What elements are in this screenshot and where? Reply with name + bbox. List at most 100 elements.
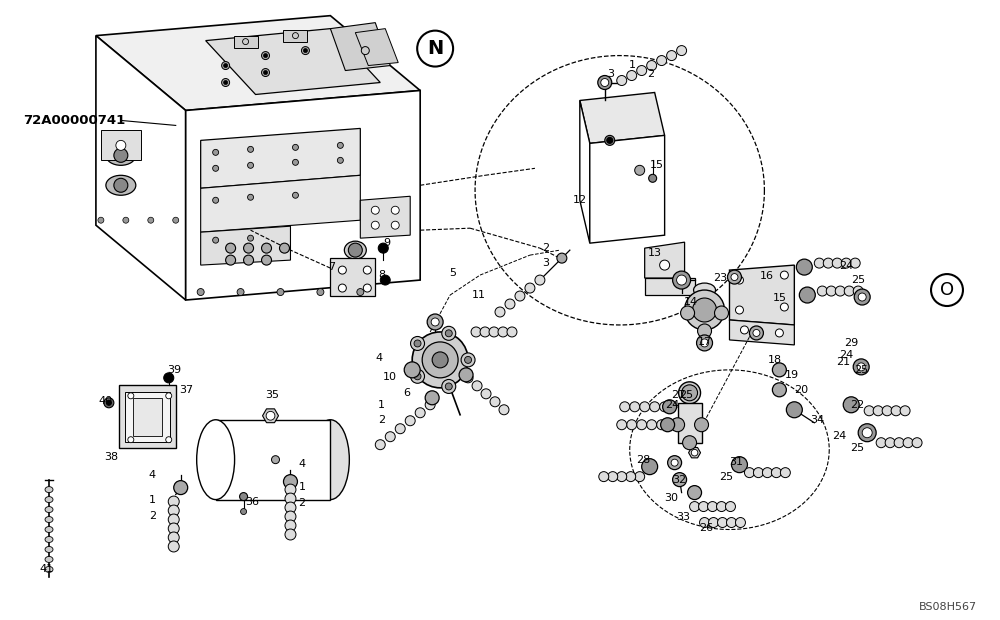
Circle shape [106,401,111,405]
Circle shape [688,485,702,500]
Circle shape [128,393,134,399]
Circle shape [876,438,886,448]
Circle shape [677,46,687,56]
Text: 2: 2 [542,243,549,253]
Bar [678,403,702,443]
Circle shape [657,420,667,430]
Circle shape [698,324,712,338]
Circle shape [292,192,298,198]
Circle shape [667,51,677,61]
Circle shape [226,255,236,265]
Circle shape [222,79,230,87]
Circle shape [735,276,743,284]
Circle shape [459,368,473,382]
Circle shape [337,143,343,148]
Text: 20: 20 [794,385,808,395]
Circle shape [264,71,268,74]
Circle shape [431,318,439,326]
Circle shape [854,289,870,305]
Polygon shape [96,35,186,300]
Circle shape [637,420,647,430]
Ellipse shape [45,556,53,562]
Text: 12: 12 [573,195,587,205]
Circle shape [858,293,866,301]
Polygon shape [689,448,701,458]
Polygon shape [201,175,360,232]
Circle shape [391,206,399,215]
Circle shape [361,46,369,55]
Text: 35: 35 [266,390,280,400]
Circle shape [116,140,126,151]
Circle shape [166,393,172,399]
Ellipse shape [45,567,53,572]
Circle shape [709,518,719,528]
Text: 29: 29 [844,338,858,348]
Polygon shape [645,278,695,295]
Circle shape [673,472,687,487]
Circle shape [780,467,790,477]
Circle shape [237,288,244,296]
Text: 27: 27 [672,390,686,400]
Circle shape [693,298,717,322]
Circle shape [841,258,851,268]
Circle shape [505,299,515,309]
Circle shape [525,283,535,293]
Circle shape [385,432,395,441]
Circle shape [882,405,892,416]
Circle shape [412,332,468,388]
Ellipse shape [679,382,701,404]
Circle shape [292,159,298,166]
Bar [216,420,330,500]
Circle shape [317,288,324,296]
Circle shape [701,339,709,347]
Text: 13: 13 [648,248,662,258]
Circle shape [480,327,490,337]
Text: 16: 16 [759,271,773,281]
Circle shape [262,69,270,76]
Circle shape [168,505,179,516]
Circle shape [213,237,219,243]
Circle shape [98,217,104,223]
Circle shape [762,467,772,477]
Polygon shape [729,320,794,345]
Circle shape [617,420,627,430]
Circle shape [303,48,307,53]
Text: 17: 17 [698,337,712,347]
Text: 4: 4 [149,469,156,480]
Text: 22: 22 [850,400,864,410]
Circle shape [635,166,645,175]
Circle shape [277,288,284,296]
Circle shape [682,385,698,401]
Text: 25: 25 [851,275,865,285]
Polygon shape [645,242,685,278]
Circle shape [380,275,390,285]
Ellipse shape [45,546,53,552]
Circle shape [415,408,425,418]
Text: 33: 33 [677,512,691,521]
Circle shape [780,303,788,311]
Circle shape [262,51,270,60]
Circle shape [900,405,910,416]
Circle shape [699,502,709,512]
Circle shape [697,335,713,351]
Circle shape [835,286,845,296]
Circle shape [691,450,698,456]
Circle shape [657,56,667,66]
Circle shape [683,436,697,449]
Circle shape [425,400,435,410]
Circle shape [681,306,695,320]
Circle shape [363,266,371,274]
Circle shape [726,518,736,528]
Circle shape [164,373,174,383]
Circle shape [717,502,726,512]
Circle shape [168,514,179,525]
Circle shape [700,518,710,528]
Circle shape [490,397,500,407]
Circle shape [266,412,275,420]
Circle shape [660,260,670,270]
Text: O: O [940,281,954,299]
Circle shape [348,243,362,257]
Circle shape [168,523,179,534]
Circle shape [630,402,640,412]
Circle shape [617,472,627,482]
